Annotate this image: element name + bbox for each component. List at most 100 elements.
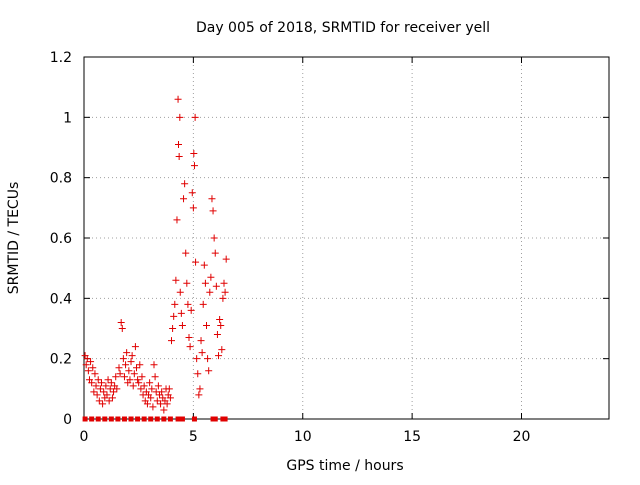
baseline-marker [82,416,88,422]
x-tick-label: 10 [294,429,312,445]
data-point [89,364,97,372]
data-point [209,207,217,215]
data-point [212,282,220,290]
data-point [205,367,213,375]
x-tick-label: 5 [189,429,198,445]
data-point [185,334,193,342]
data-point [99,400,107,408]
data-point [163,400,171,408]
data-point [192,258,200,266]
data-point [107,379,115,387]
data-point [98,379,105,387]
y-axis-label: SRMTID / TECUs [6,182,22,295]
data-point [170,312,178,320]
data-point [87,358,95,366]
data-point [110,388,118,396]
data-point [102,382,110,390]
data-point [220,279,228,287]
data-point [112,373,120,381]
data-point [184,300,192,308]
data-point [166,394,174,402]
x-tick-label: 0 [80,429,89,445]
data-point [148,385,156,393]
y-tick-label: 0.4 [50,291,72,307]
baseline-marker [102,416,108,422]
data-point [174,95,182,103]
baseline-marker [212,416,218,422]
data-point [106,385,114,393]
data-point [208,195,216,203]
data-point [120,373,128,381]
data-point [100,388,108,396]
data-point [133,364,140,372]
data-point [116,370,124,378]
data-point [123,349,131,357]
data-points [81,95,230,422]
y-tick-label: 1 [63,110,72,126]
tick-marks [83,56,609,420]
data-point [197,337,205,345]
data-point [211,249,219,257]
data-point [191,113,199,121]
data-point [122,361,130,369]
x-tick-label: 20 [513,429,531,445]
data-point [198,349,206,357]
y-tick-label: 0 [63,412,72,428]
data-point [160,406,168,414]
data-point [84,367,92,375]
data-point [108,394,116,402]
data-point [213,331,221,339]
data-point [154,382,162,390]
data-point [90,388,98,396]
data-point [217,321,225,329]
data-point [136,361,144,369]
data-point [127,358,135,366]
baseline-marker [121,416,127,422]
data-point [93,391,101,399]
data-point [104,376,112,384]
x-tick-label: 15 [403,429,421,445]
data-point [147,394,155,402]
data-point [129,382,137,390]
data-point [135,379,143,387]
y-tick-labels: 0 0.2 0.4 0.6 0.8 1 1.2 [50,50,72,428]
data-point [150,361,158,369]
data-point [128,352,136,360]
x-tick-labels: 0 5 10 15 20 [80,429,531,445]
data-point [186,343,194,351]
data-point [113,385,121,393]
data-point [125,367,133,375]
baseline-marker [191,416,197,422]
data-point [206,288,214,296]
data-point [173,216,181,224]
data-point [219,294,227,302]
data-point [96,385,104,393]
data-point [178,321,186,329]
baseline-marker [222,416,228,422]
data-point [201,279,209,287]
data-point [218,346,226,354]
baseline-marker [141,416,147,422]
data-point [137,385,145,393]
data-point [171,300,179,308]
data-point [94,376,102,384]
data-point [190,162,198,170]
data-point [134,376,142,384]
data-point [103,391,111,399]
plot-area-border [83,56,610,420]
data-point [188,189,196,197]
y-tick-label: 0.2 [50,352,72,368]
data-point [126,376,134,384]
y-tick-label: 1.2 [50,50,72,66]
data-point [92,382,100,390]
data-point [222,255,230,263]
y-tick-label: 0.8 [50,171,72,187]
data-point [105,397,113,405]
data-point [181,180,189,188]
data-point [172,276,180,284]
data-point [82,361,90,369]
data-point [216,315,224,323]
data-point [176,113,184,121]
data-point [158,388,166,396]
